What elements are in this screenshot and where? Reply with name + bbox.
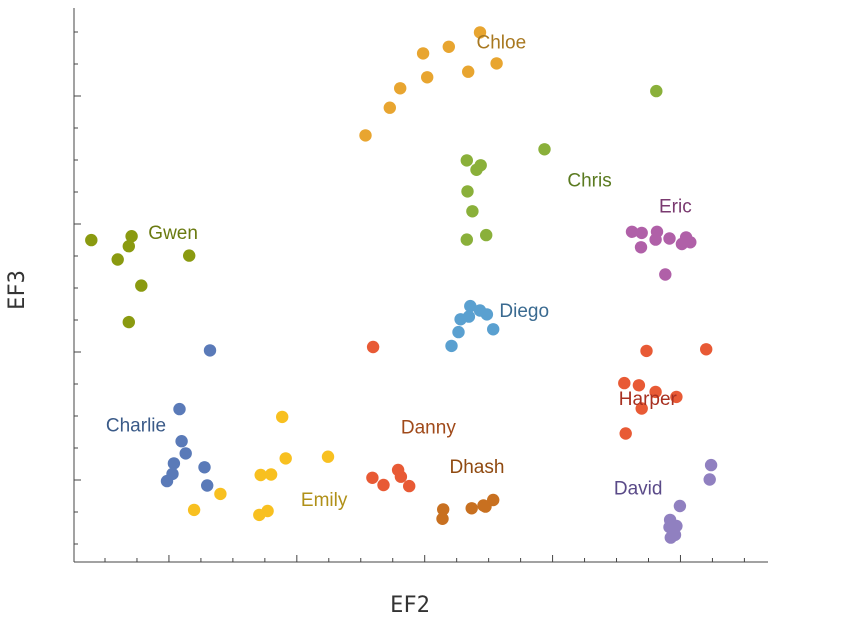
cluster-label-eric: Eric [659,196,692,217]
point-emily [276,410,289,424]
point-emily [214,487,227,501]
point-emily [187,503,201,517]
point-chris [480,228,493,242]
point-emily [254,468,267,482]
axes [73,8,768,563]
point-eric [663,232,676,245]
point-david [673,499,687,513]
point-gwen [122,240,135,253]
point-eric [659,268,672,281]
point-diego [487,323,500,336]
point-danny [377,478,390,492]
point-chloe [462,65,475,78]
point-chris [650,84,663,98]
point-eric [634,241,648,254]
point-charlie [179,447,192,460]
point-gwen [122,315,135,329]
cluster-label-chris: Chris [567,170,611,191]
point-diego [454,313,467,326]
point-diego [452,325,465,339]
point-chloe [490,57,503,70]
point-chris [538,143,551,156]
point-dhash [465,502,478,515]
point-harper [366,340,380,354]
point-eric [635,226,648,240]
cluster-label-emily: Emily [301,490,348,511]
cluster-label-danny: Danny [401,418,456,439]
point-chloe [359,129,372,142]
point-chloe [394,82,407,95]
point-harper [649,385,662,399]
cluster-label-david: David [614,478,663,499]
point-dhash [437,503,450,516]
point-gwen [111,253,124,266]
point-danny [391,463,405,477]
point-gwen [125,230,138,243]
point-danny [366,471,379,484]
point-emily [321,450,335,463]
y-axis-title: EF3 [5,270,30,310]
point-emily [261,504,274,518]
point-chris [460,154,473,167]
point-harper [632,379,646,392]
point-dhash [479,500,492,513]
y-axis-ticks [74,31,81,545]
cluster-label-harper: Harper [619,389,678,410]
point-emily [264,468,278,481]
cluster-labels: Chloe Chris Eric Gwen Diego Harper Charlie Emil… [106,32,692,511]
point-dhash [436,512,449,525]
point-diego [445,339,458,353]
point-david [704,458,718,472]
point-eric [625,225,639,238]
point-chloe [416,47,430,60]
point-chris [470,163,483,176]
point-gwen [85,233,98,247]
point-david [703,473,716,486]
point-gwen [135,279,148,292]
point-danny [403,479,416,493]
point-diego [480,308,494,321]
cluster-label-charlie: Charlie [106,415,166,436]
point-chloe [473,26,487,39]
point-chloe [421,71,434,84]
point-charlie [167,457,181,470]
point-charlie [173,402,186,416]
point-charlie [201,479,214,492]
point-david [664,531,677,544]
cluster-label-dhash: Dhash [450,457,505,478]
point-chloe [442,40,455,53]
data-points [85,26,718,544]
point-gwen [183,249,196,262]
point-chris [461,185,474,198]
point-eric [649,233,662,246]
point-harper [619,427,632,440]
point-charlie [175,435,188,448]
point-diego [464,299,477,313]
cluster-label-chloe: Chloe [477,32,527,53]
point-harper [670,390,683,404]
point-harper [640,344,653,358]
cluster-label-diego: Diego [499,301,549,322]
point-charlie [203,344,217,357]
x-axis-title: EF2 [390,593,430,618]
cluster-label-gwen: Gwen [148,223,198,244]
point-harper [635,402,648,415]
point-charlie [198,461,211,474]
point-eric [679,231,693,244]
x-axis-ticks [104,555,745,562]
point-harper [700,343,713,356]
point-chris [466,205,479,218]
point-emily [279,452,292,465]
point-chloe [383,101,396,114]
point-charlie [166,467,179,481]
point-harper [618,376,631,390]
point-chris [460,233,473,246]
